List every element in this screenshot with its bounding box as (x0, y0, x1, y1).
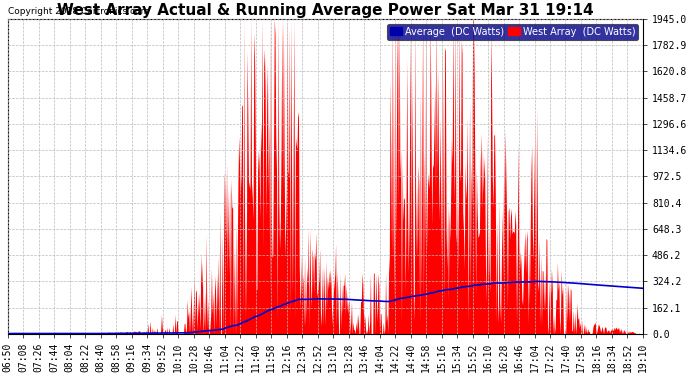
Title: West Array Actual & Running Average Power Sat Mar 31 19:14: West Array Actual & Running Average Powe… (57, 3, 593, 18)
Text: Copyright 2018 Cartronics.com: Copyright 2018 Cartronics.com (8, 7, 149, 16)
Legend: Average  (DC Watts), West Array  (DC Watts): Average (DC Watts), West Array (DC Watts… (388, 24, 638, 40)
